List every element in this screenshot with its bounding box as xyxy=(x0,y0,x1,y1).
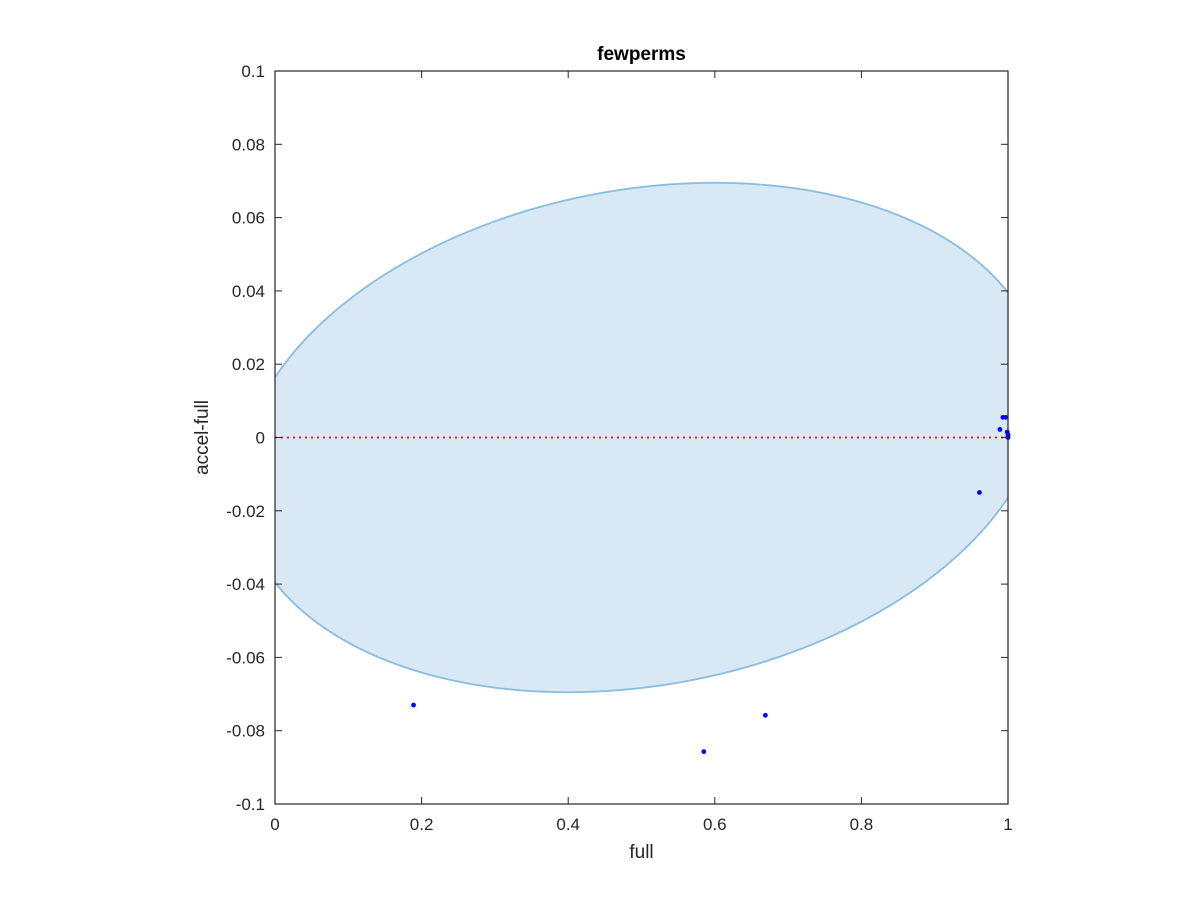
scatter-point xyxy=(701,749,707,754)
x-tick-label: 0.8 xyxy=(850,815,874,834)
y-tick-label: 0 xyxy=(256,429,265,448)
y-tick-label: 0.08 xyxy=(232,135,265,154)
y-axis-title: accel-full xyxy=(192,400,213,475)
y-tick-label: -0.02 xyxy=(226,502,265,521)
x-tick-label: 0.6 xyxy=(703,815,727,834)
y-tick-label: 0.04 xyxy=(232,282,265,301)
x-tick-label: 0.4 xyxy=(556,815,580,834)
x-tick-label: 1 xyxy=(1003,815,1012,834)
y-tick-label: -0.06 xyxy=(226,648,265,667)
y-tick-label: 0.02 xyxy=(232,355,265,374)
scatter-point xyxy=(411,702,416,708)
scatter-points xyxy=(411,414,1011,754)
y-tick-label: -0.04 xyxy=(226,575,265,594)
x-tick-label: 0.2 xyxy=(410,815,434,834)
scatter-point xyxy=(997,427,1003,432)
scatter-point xyxy=(1003,414,1009,420)
x-axis-title: full xyxy=(629,842,653,863)
chart-title: fewperms xyxy=(597,44,686,65)
scatter-point xyxy=(977,490,982,495)
y-tick-label: -0.08 xyxy=(226,722,265,741)
y-tick-label: 0.06 xyxy=(232,209,265,228)
y-tick-label: -0.1 xyxy=(236,795,265,814)
scatter-point xyxy=(762,712,768,718)
axis-ticks: 0 0.2 0.4 0.6 0.8 1 -0.1 -0.08 -0.06 -0.04 -0.02 0 0… xyxy=(226,62,1012,834)
x-tick-label: 0 xyxy=(270,815,279,834)
y-tick-label: 0.1 xyxy=(241,62,265,81)
